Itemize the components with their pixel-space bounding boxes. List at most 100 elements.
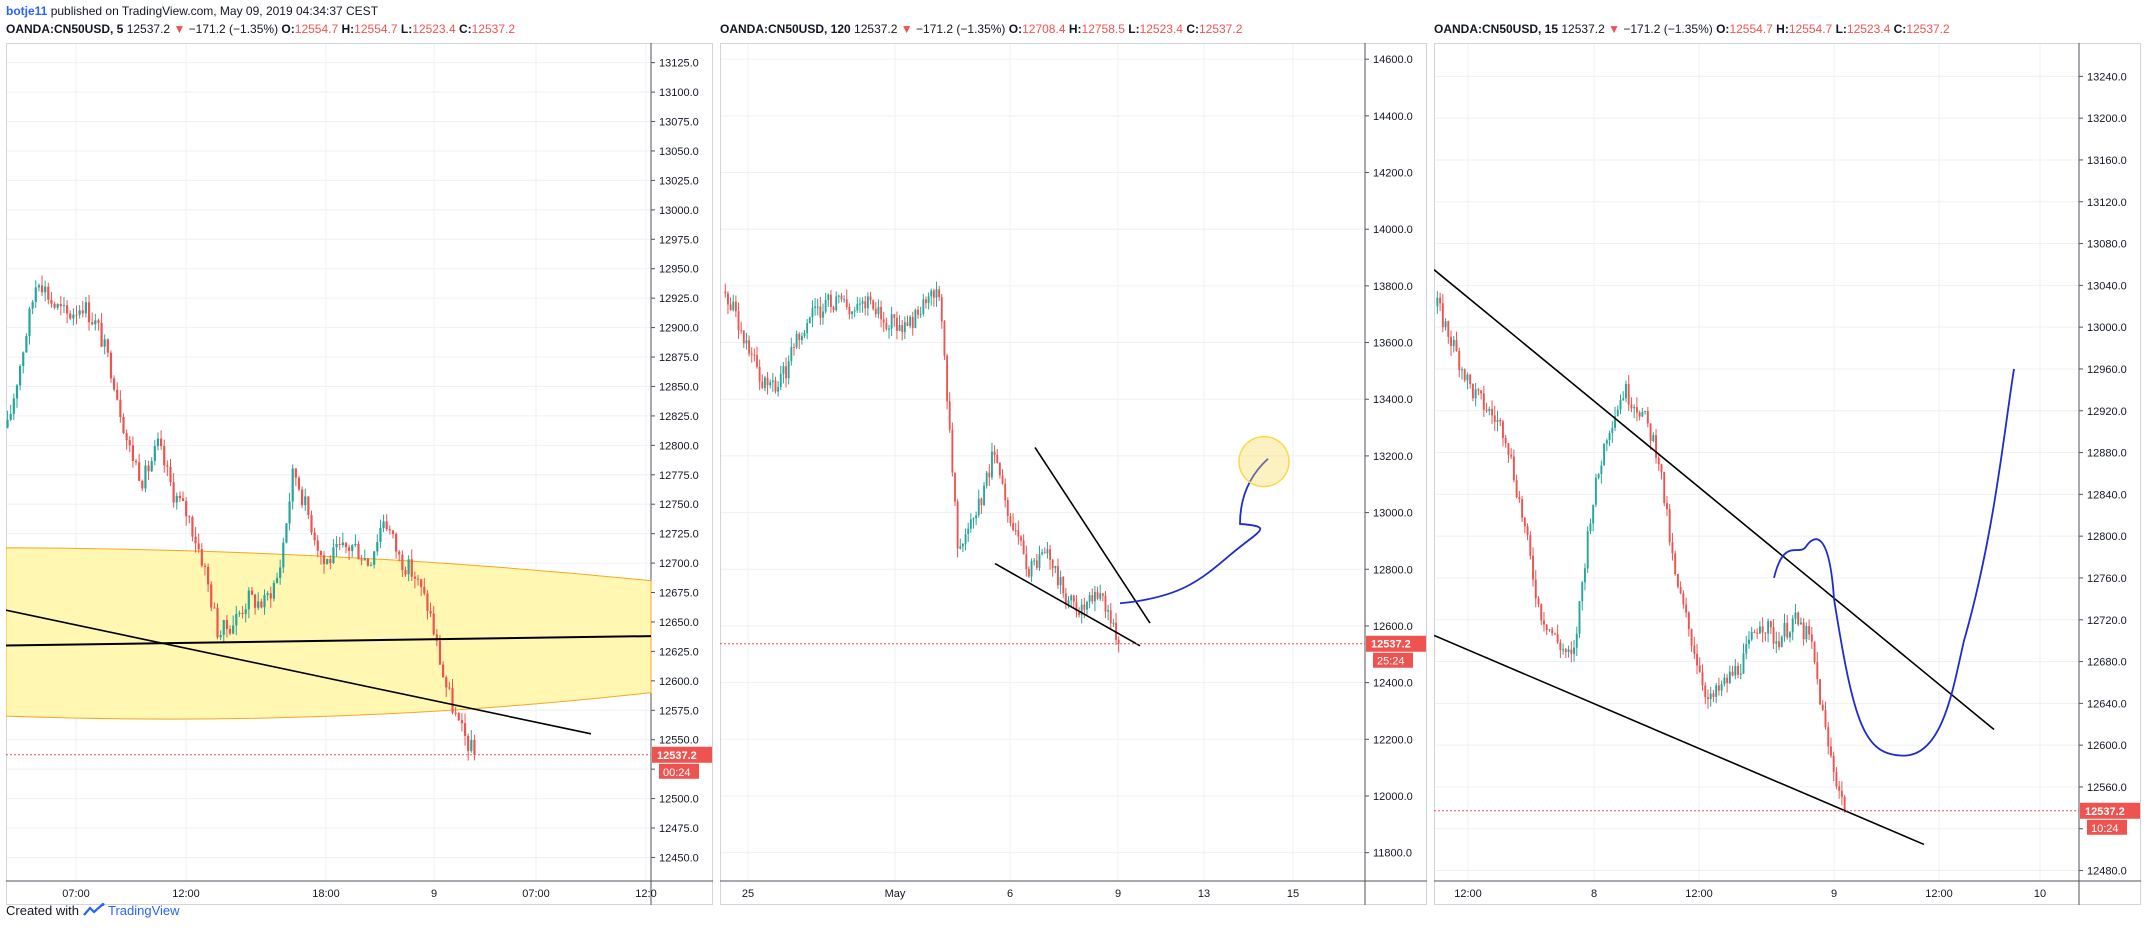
candle-body xyxy=(800,336,803,341)
x-tick-label: 25 xyxy=(742,888,754,900)
candle-body xyxy=(1679,586,1682,594)
candle-body xyxy=(66,305,69,314)
x-tick-label: 18:00 xyxy=(312,888,340,900)
candle-body xyxy=(1562,649,1565,651)
candle-body xyxy=(238,612,241,614)
candle-body xyxy=(1480,390,1483,394)
down-arrow-icon: ▼ xyxy=(900,22,913,36)
candle-body xyxy=(338,544,341,546)
candle-body xyxy=(1096,591,1099,599)
candle-body xyxy=(853,310,856,312)
countdown-timer: 00:24 xyxy=(663,767,691,779)
candle-body xyxy=(232,625,235,634)
candle-body xyxy=(1537,598,1540,605)
candle-body xyxy=(1556,634,1559,643)
open-label: O: xyxy=(1716,22,1730,36)
candle-body xyxy=(930,290,933,297)
candle-body xyxy=(1802,622,1805,640)
candle-body xyxy=(1778,641,1780,648)
candle-body xyxy=(972,518,975,520)
candle-body xyxy=(213,607,216,609)
candle-body xyxy=(898,324,901,331)
candle-body xyxy=(463,723,467,736)
candle-body xyxy=(360,559,363,561)
candle-body xyxy=(1564,649,1567,652)
created-with-label: Created with xyxy=(6,903,79,918)
candle-body xyxy=(1775,641,1778,644)
y-tick-label: 13000.0 xyxy=(659,205,699,217)
candle-body xyxy=(294,468,297,478)
candle-body xyxy=(909,317,912,326)
close-value: 12537.2 xyxy=(471,22,516,36)
y-tick-label: 12850.0 xyxy=(659,381,699,393)
candle-body xyxy=(724,291,727,294)
candle-body xyxy=(1080,604,1083,615)
candle-body xyxy=(1739,673,1742,675)
change-value: −171.2 (−1.35%) xyxy=(188,22,279,36)
y-tick-label: 12480.0 xyxy=(2087,866,2127,878)
candle-body xyxy=(225,619,228,629)
chart-panel-15m[interactable]: 13240.0 13200.0 13160.0 13120.0 13080.0 13040… xyxy=(1434,43,2141,905)
candle-body xyxy=(877,306,880,315)
candle-body xyxy=(1772,627,1775,644)
candle-body xyxy=(435,634,438,641)
y-tick-label: 12900.0 xyxy=(659,323,699,335)
candle-body xyxy=(194,536,197,544)
candle-body xyxy=(956,501,959,549)
candle-body xyxy=(178,495,181,499)
candle-body xyxy=(1477,389,1480,391)
candle-body xyxy=(44,286,47,293)
candle-body xyxy=(985,472,988,486)
candle-body xyxy=(1816,662,1819,680)
chart-panel-5m[interactable]: 13125.0 13100.0 13075.0 13050.0 13025.0 13000… xyxy=(6,43,713,905)
candle-body xyxy=(37,285,40,288)
y-tick-label: 13600.0 xyxy=(1373,338,1413,350)
candle-body xyxy=(1570,649,1573,654)
candle-body xyxy=(150,460,153,472)
candle-body xyxy=(1597,474,1600,478)
high-value: 12554.7 xyxy=(354,22,398,36)
y-tick-label: 12500.0 xyxy=(659,794,699,806)
x-tick-label: 15 xyxy=(1287,888,1299,900)
publisher-username[interactable]: botje11 xyxy=(6,4,48,18)
open-value: 12554.7 xyxy=(1729,22,1773,36)
tradingview-link[interactable]: TradingView xyxy=(108,903,180,918)
candle-body xyxy=(451,688,454,713)
candle-body xyxy=(1835,771,1838,787)
candle-body xyxy=(1824,710,1827,728)
candle-body xyxy=(1529,535,1532,556)
candle-body xyxy=(116,389,119,400)
candle-body xyxy=(1474,389,1477,399)
candle-body xyxy=(106,339,109,353)
x-tick-label: 9 xyxy=(431,888,437,900)
y-tick-label: 12575.0 xyxy=(659,705,699,717)
candle-body xyxy=(160,438,163,447)
candle-body xyxy=(901,324,904,333)
publisher-text: published on TradingView.com, May 09, 20… xyxy=(50,4,379,18)
candle-body xyxy=(366,558,369,566)
y-tick-label: 12920.0 xyxy=(2087,406,2127,418)
candle-body xyxy=(1091,595,1094,602)
candle-body xyxy=(319,550,322,556)
candle-body xyxy=(166,465,169,467)
y-tick-label: 12950.0 xyxy=(659,264,699,276)
candle-body xyxy=(1660,464,1663,472)
candle-body xyxy=(122,417,125,434)
chart-panel-120m[interactable]: 14600.0 14400.0 14200.0 14000.0 13800.0 13600… xyxy=(720,43,1427,905)
candle-body xyxy=(22,352,25,367)
candle-body xyxy=(379,528,382,542)
candle-body xyxy=(244,609,247,615)
candle-body xyxy=(125,433,128,441)
candle-body xyxy=(1504,438,1507,444)
candle-body xyxy=(1646,411,1649,424)
candle-body xyxy=(1627,384,1630,405)
candle-body xyxy=(1064,593,1067,605)
channel-lower-line xyxy=(1434,634,1925,846)
candle-body xyxy=(1523,517,1526,527)
candle-body xyxy=(78,310,81,315)
candle-body xyxy=(1581,582,1584,602)
candle-body xyxy=(938,289,941,298)
candle-body xyxy=(1117,639,1120,644)
last-price: 12537.2 xyxy=(126,22,171,36)
candle-body xyxy=(1444,321,1447,328)
